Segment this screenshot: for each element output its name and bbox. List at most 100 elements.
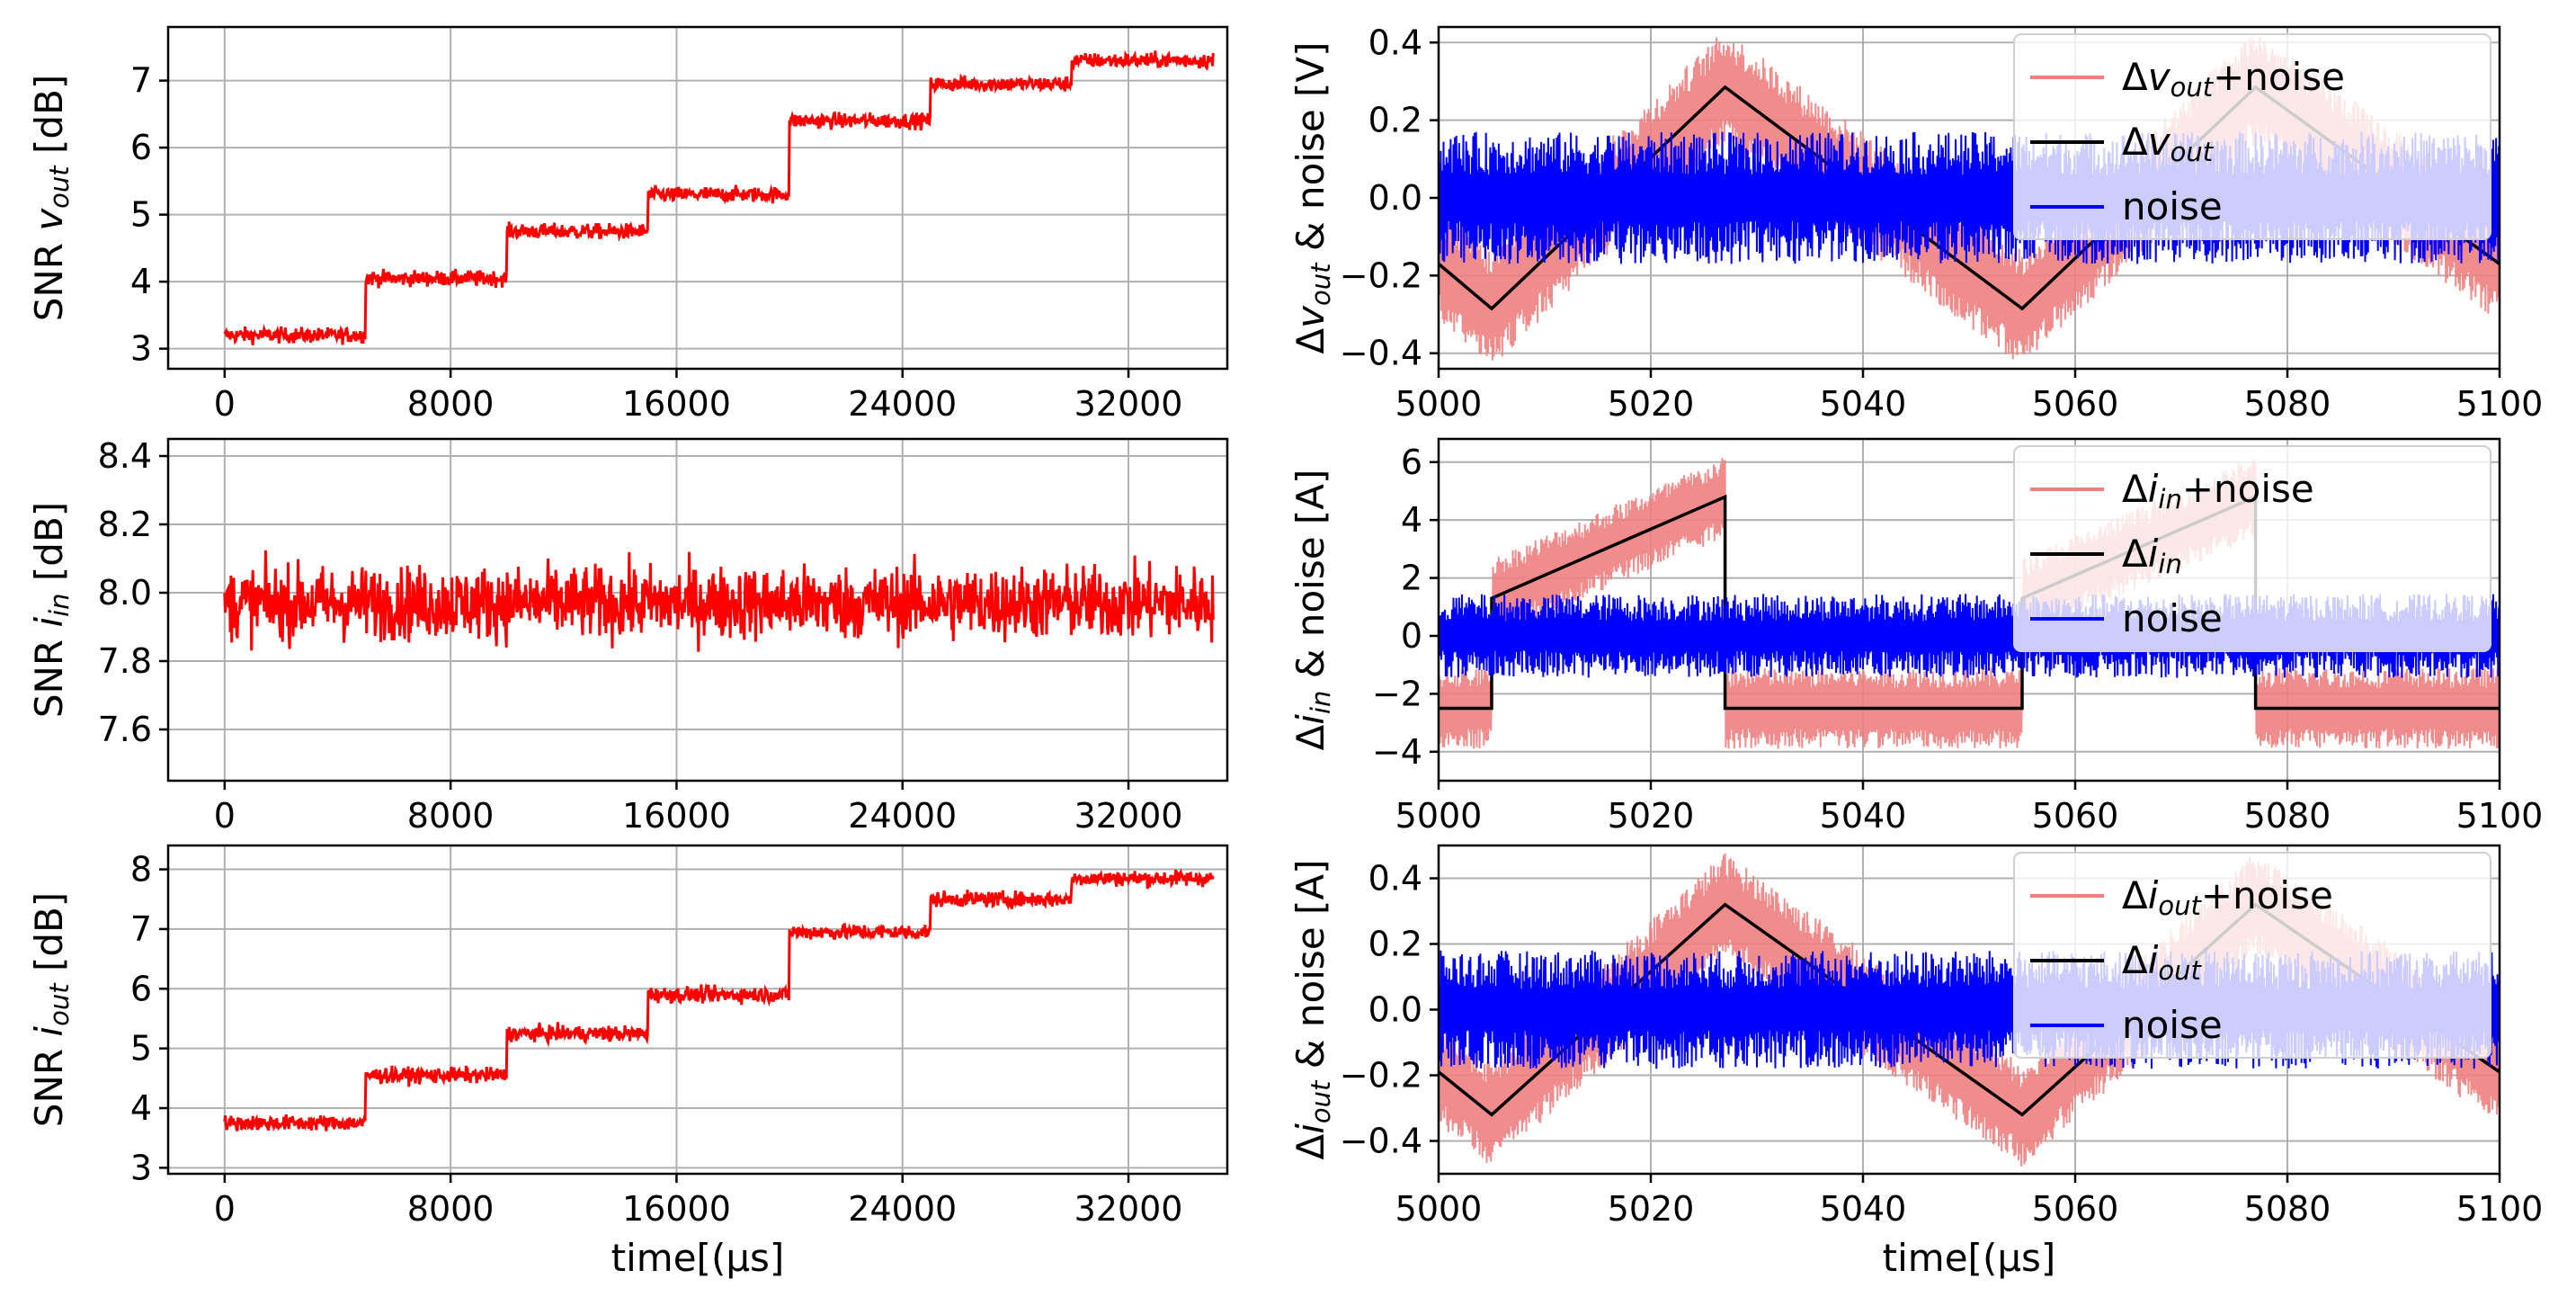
y-tick-label: 4 [1401,500,1422,540]
y-tick-label: −4 [1372,732,1422,772]
chart-snr_vout: 0 8000 16000 24000 32000 3 4 5 6 7 SNR vout [dB] [27,25,1229,424]
chart-snr_iin: 0 8000 16000 24000 32000 7.6 7.8 8.0 8.2 8.4 SNR i… [27,436,1229,836]
x-axis-label: time[(μs] [1883,1236,2056,1280]
x-tick-label: 5100 [2456,796,2544,836]
y-tick-label: 3 [130,329,152,369]
legend-frame [2013,445,2491,652]
x-tick-label: 16000 [622,1189,731,1229]
legend-label: noise [2122,596,2223,640]
y-tick-label: 7 [130,909,152,949]
y-tick-label: 3 [130,1148,152,1187]
x-tick-label: 5080 [2244,796,2331,836]
y-axis-label: SNR iin [dB] [27,502,75,718]
x-tick-label: 0 [214,796,236,836]
x-tick-label: 24000 [848,1189,957,1229]
x-tick-label: 5000 [1395,384,1483,424]
legend-label: noise [2122,184,2223,228]
axes-frame [166,437,1229,783]
y-tick-label: 6 [130,969,152,1008]
x-tick-label: 5040 [1820,796,1907,836]
axes-frame [166,25,1229,371]
x-tick-label: 5020 [1608,1189,1695,1229]
legend-label: Δiout [2122,938,2203,986]
y-axis-label: Δiout & noise [A] [1288,860,1336,1160]
y-tick-label: 7 [130,61,152,101]
series-line-snr [223,550,1215,652]
x-tick-label: 5040 [1820,1189,1907,1229]
y-tick-label: 0.2 [1368,925,1422,964]
x-tick-label: 24000 [848,796,957,836]
series-line-snr [223,49,1215,345]
plot-area [223,550,1215,652]
y-axis-label: Δiin & noise [A] [1288,470,1336,751]
x-tick-label: 5080 [2244,1189,2331,1229]
x-tick-label: 8000 [407,384,495,424]
y-tick-label: 5 [130,195,152,235]
legend-label: Δvout+noise [2122,55,2345,103]
series-line-snr [223,868,1215,1132]
x-tick-label: 0 [214,1189,236,1229]
y-tick-label: 0.0 [1368,990,1422,1030]
y-tick-label: 4 [130,262,152,301]
y-tick-label: 8.2 [98,505,152,544]
legend-label: Δiin+noise [2122,467,2314,514]
x-tick-label: 5000 [1395,796,1483,836]
x-tick-label: 5100 [2456,1189,2544,1229]
legend-label: Δiin [2122,532,2182,579]
y-tick-label: 7.6 [98,710,152,749]
legend-label: Δiout+noise [2122,873,2333,921]
y-tick-label: −0.2 [1340,255,1422,295]
y-axis-label: Δvout & noise [V] [1288,41,1336,353]
x-tick-label: 5100 [2456,384,2544,424]
x-tick-label: 32000 [1074,384,1183,424]
legend: Δvout+noise Δvout noise [2013,33,2491,240]
x-tick-label: 16000 [622,384,731,424]
x-tick-label: 5020 [1608,796,1695,836]
x-axis-label: time[(μs] [611,1236,785,1280]
x-tick-label: 24000 [848,384,957,424]
legend-label: Δvout [2122,120,2215,167]
x-tick-label: 5060 [2032,1189,2119,1229]
grid [168,27,1227,369]
y-tick-label: 7.8 [98,641,152,681]
x-tick-label: 8000 [407,1189,495,1229]
x-tick-label: 32000 [1074,1189,1183,1229]
plot-area [223,868,1215,1132]
x-tick-label: 5060 [2032,384,2119,424]
x-tick-label: 32000 [1074,796,1183,836]
chart-diout: Δiout+noise Δiout noise 5000 5020 5040 5060 508… [1288,844,2544,1280]
chart-snr_iout: 0 8000 16000 24000 32000 3 4 5 6 7 8 SNR iout [dB] t… [27,844,1229,1280]
legend-label: noise [2122,1003,2223,1047]
x-tick-label: 0 [214,384,236,424]
y-tick-label: −0.4 [1340,334,1422,373]
x-tick-label: 5040 [1820,384,1907,424]
grid [168,845,1227,1174]
x-tick-label: 5080 [2244,384,2331,424]
series-line-signal-plus-noise [1439,458,2500,749]
x-tick-label: 5000 [1395,1189,1483,1229]
y-tick-label: 5 [130,1029,152,1069]
y-tick-label: −0.2 [1340,1056,1422,1096]
y-tick-label: −0.4 [1340,1122,1422,1161]
x-tick-label: 16000 [622,796,731,836]
y-axis-label: SNR vout [dB] [27,75,75,322]
y-tick-label: 0.4 [1368,22,1422,62]
axes-frame [166,844,1229,1176]
grid [168,439,1227,781]
y-tick-label: 0.0 [1368,178,1422,218]
y-tick-label: 0.4 [1368,859,1422,899]
x-tick-label: 8000 [407,796,495,836]
chart-dvout: Δvout+noise Δvout noise 5000 5020 5040 5060 508… [1288,22,2543,424]
legend-frame [2013,33,2491,240]
chart-diin: Δiin+noise Δiin noise 5000 5020 5040 5060 5080 5… [1288,437,2544,836]
x-tick-label: 5020 [1608,384,1695,424]
legend: Δiin+noise Δiin noise [2013,445,2491,652]
y-tick-label: 8 [130,850,152,890]
legend: Δiout+noise Δiout noise [2013,852,2491,1059]
y-tick-label: 0 [1401,616,1422,656]
y-tick-label: 8.0 [98,573,152,613]
plot-area [223,49,1215,345]
y-tick-label: 0.2 [1368,101,1422,140]
y-tick-label: 8.4 [98,436,152,476]
